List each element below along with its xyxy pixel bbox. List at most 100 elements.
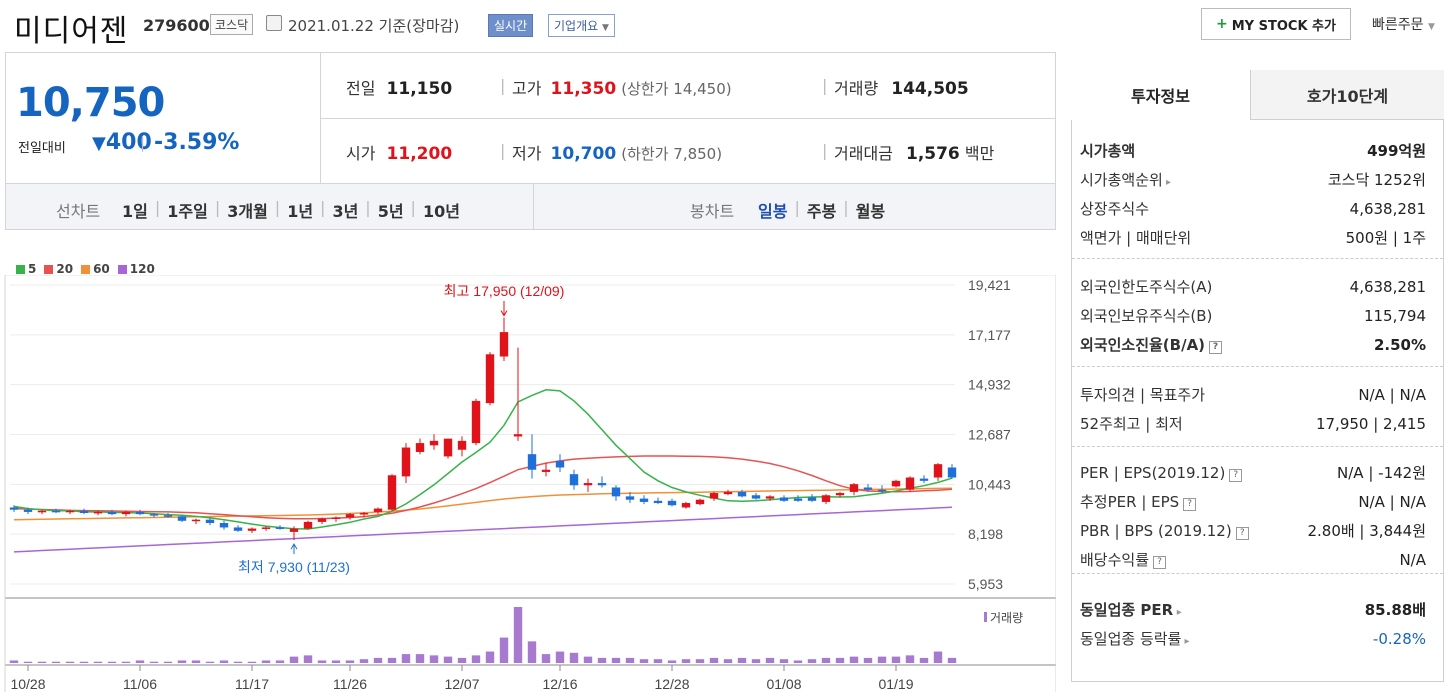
info-row-value: 17,950 | 2,415	[1315, 414, 1426, 433]
candle-body	[457, 440, 467, 450]
low-label: 저가	[512, 144, 542, 163]
info-row-value: 코스닥 1252위	[1327, 171, 1426, 189]
candle-tab-daily[interactable]: 일봉	[758, 202, 788, 221]
help-icon[interactable]: ?	[1153, 556, 1167, 569]
volume-bar	[583, 656, 593, 663]
candle-tab-monthly[interactable]: 월봉	[855, 202, 886, 221]
volume-bar	[555, 651, 565, 663]
volume-bar	[429, 655, 439, 663]
info-row: 외국인소진율(B/A)? 2.50%	[1080, 330, 1426, 359]
candle-body	[387, 475, 397, 510]
volume-bar	[289, 656, 299, 663]
period-tab-1d[interactable]: 1일	[122, 202, 148, 221]
info-row-value: 85.88배	[1364, 601, 1426, 619]
volume-bar	[793, 660, 803, 663]
mystock-add-button[interactable]: + MY STOCK 추가	[1201, 8, 1351, 40]
info-row: 52주최고 | 최저 17,950 | 2,415	[1080, 409, 1426, 438]
volume-bar	[737, 657, 747, 663]
candle-body	[331, 517, 341, 519]
down-triangle-icon: ▼	[92, 133, 106, 154]
info-row-label[interactable]: 동일업종 등락률 ▸	[1080, 630, 1190, 648]
info-row: 투자의견 | 목표주가 N/A | N/A	[1080, 380, 1426, 409]
separator: |	[500, 141, 506, 160]
candle-body	[359, 513, 369, 515]
volume-bar	[667, 660, 677, 663]
help-icon[interactable]: ?	[1209, 341, 1223, 354]
trade-value-amount: 1,576	[905, 144, 960, 164]
candle-body	[499, 332, 509, 357]
info-row-label: 외국인보유주식수(B)	[1080, 307, 1213, 325]
candle-body	[219, 523, 229, 528]
info-row: PBR | BPS (2019.12)? 2.80배 | 3,844원	[1080, 516, 1426, 545]
volume-bar	[303, 655, 313, 663]
info-row-label: 외국인소진율(B/A)?	[1080, 334, 1223, 355]
separator: |	[822, 141, 828, 160]
volume-bar	[149, 661, 159, 663]
candle-body	[9, 507, 19, 510]
candle-body	[681, 503, 691, 508]
candle-body	[793, 498, 803, 501]
candle-body	[345, 514, 355, 518]
candle-body	[541, 469, 551, 472]
candle-body	[135, 511, 145, 515]
tab-orderbook[interactable]: 호가10단계	[1251, 70, 1444, 120]
candle-body	[261, 527, 271, 529]
x-tick-label: 01/19	[878, 676, 913, 692]
realtime-button[interactable]: 실시간	[488, 14, 534, 37]
volume-bar	[359, 659, 369, 663]
help-icon[interactable]: ?	[1235, 526, 1249, 540]
volume-bar	[373, 657, 383, 663]
period-tab-5y[interactable]: 5년	[377, 202, 404, 221]
candle-body	[485, 354, 495, 404]
candle-body	[275, 527, 285, 529]
help-icon[interactable]: ?	[1229, 468, 1243, 482]
candle-body	[597, 483, 607, 486]
volume: 거래량 144,505	[834, 75, 969, 99]
x-tick-label: 11/06	[123, 676, 157, 692]
candle-body	[751, 495, 761, 499]
legend-item-ma60: 60	[81, 262, 110, 276]
period-tab-10y[interactable]: 10년	[422, 202, 460, 221]
period-tab-1w[interactable]: 1주일	[167, 202, 208, 221]
y-tick-label: 14,932	[968, 377, 1011, 393]
volume-bar	[597, 657, 607, 663]
volume-bar	[331, 660, 341, 663]
info-row-label[interactable]: 동일업종 PER ▸	[1080, 601, 1182, 619]
volume-bar	[765, 657, 775, 663]
volume-bar	[877, 656, 887, 663]
info-row-value: N/A	[1399, 550, 1426, 569]
volume-bar	[919, 657, 929, 663]
price-chart[interactable]: 19,421 17,177 14,932 12,687 10,443 8,198 5,953…	[0, 275, 1056, 692]
open-value: 11,200	[386, 144, 453, 164]
ma20-line	[13, 455, 953, 520]
volume-bar	[345, 660, 355, 663]
volume-bar	[681, 659, 691, 663]
tab-invest-info[interactable]: 투자정보	[1071, 70, 1251, 120]
help-icon[interactable]: ?	[1183, 498, 1197, 511]
legend-item-ma120: 120	[117, 262, 155, 276]
period-tab-1y[interactable]: 1년	[287, 202, 314, 221]
candle-body	[303, 521, 313, 529]
info-row-label: 외국인한도주식수(A)	[1080, 278, 1213, 296]
info-row-value: 500원 | 1주	[1345, 229, 1426, 247]
quick-order-button[interactable]: 빠른주문 ▼	[1372, 14, 1435, 34]
prev-close: 전일 11,150	[346, 75, 452, 99]
overview-dropdown[interactable]: 기업개요 ▼	[548, 14, 615, 37]
volume-bar	[9, 660, 19, 663]
volume-bar	[415, 654, 425, 663]
candle-body	[653, 500, 663, 504]
candle-tab-weekly[interactable]: 주봉	[806, 202, 837, 221]
candle-body	[401, 447, 411, 477]
volume-bar	[849, 656, 859, 663]
x-tick-label: 12/28	[654, 676, 689, 692]
info-row: 시가총액 499억원	[1080, 136, 1426, 165]
candle-body	[513, 434, 523, 437]
period-tab-3y[interactable]: 3년	[332, 202, 359, 221]
overview-label: 기업개요	[554, 19, 599, 33]
volume-legend-swatch	[984, 612, 987, 622]
period-tab-3m[interactable]: 3개월	[227, 202, 268, 221]
volume-bar	[541, 654, 551, 663]
open-label: 시가	[346, 144, 376, 163]
divider	[320, 118, 1056, 119]
info-row-label[interactable]: 시가총액순위 ▸	[1080, 171, 1172, 189]
